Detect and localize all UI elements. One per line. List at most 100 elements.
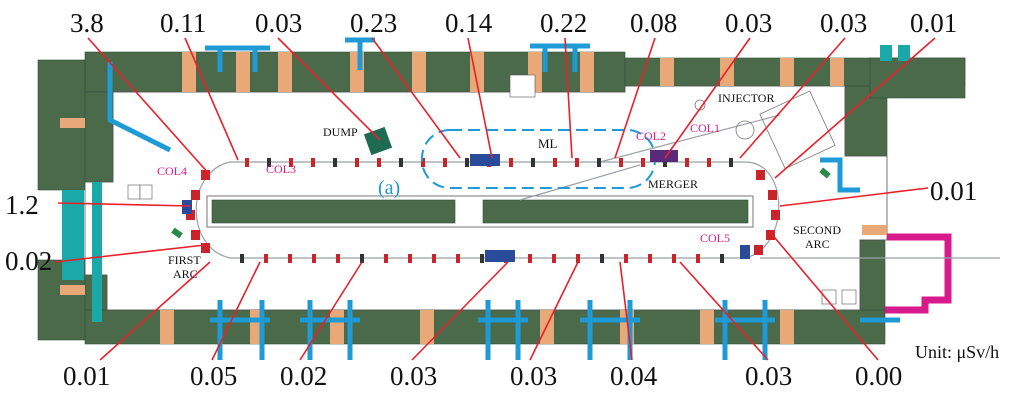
dose-value-bottom: 0.02 bbox=[280, 361, 327, 391]
magnet bbox=[191, 190, 200, 200]
leader-line bbox=[529, 261, 579, 361]
tan-block bbox=[236, 52, 250, 92]
floor-item bbox=[819, 167, 831, 179]
tan-block bbox=[420, 310, 434, 344]
magnet bbox=[355, 158, 359, 167]
dump-line bbox=[519, 164, 641, 201]
leader-line bbox=[467, 37, 493, 159]
magnet bbox=[421, 158, 425, 167]
magnet bbox=[485, 250, 515, 262]
dose-value-bottom: 0.03 bbox=[510, 361, 557, 391]
leader-line bbox=[769, 231, 879, 361]
collimator-label-col3: COL3 bbox=[266, 162, 296, 176]
merger-magnet bbox=[650, 150, 678, 162]
injector-outline bbox=[694, 90, 836, 170]
leader-line bbox=[679, 261, 769, 361]
dose-value-top: 3.8 bbox=[70, 8, 104, 38]
dump-block bbox=[363, 126, 393, 156]
bottom-dose-labels: 0.01 0.05 0.02 0.03 0.03 0.04 0.03 0.00 bbox=[63, 361, 902, 391]
leader-line bbox=[564, 37, 573, 159]
dose-value-left: 1.2 bbox=[5, 190, 39, 220]
magnet bbox=[740, 245, 750, 259]
magnet bbox=[311, 158, 315, 167]
tan-block bbox=[780, 310, 794, 344]
magnet bbox=[597, 158, 601, 167]
leader-line bbox=[57, 202, 191, 207]
hall-outline-path bbox=[84, 85, 888, 311]
cable-tray-bottom-1 bbox=[210, 300, 270, 360]
cyan-equipment bbox=[107, 37, 900, 360]
leader-line bbox=[99, 261, 211, 361]
magnet bbox=[336, 254, 340, 263]
teal-rack-left bbox=[62, 190, 84, 280]
dose-value-top: 0.22 bbox=[540, 8, 587, 38]
tan-block bbox=[780, 58, 794, 86]
magnet bbox=[575, 158, 579, 167]
measurement-leaders bbox=[54, 37, 936, 361]
dose-value-left: 0.02 bbox=[5, 246, 52, 276]
leader-line bbox=[774, 37, 936, 179]
dose-value-top: 0.08 bbox=[630, 8, 677, 38]
magnet bbox=[264, 254, 268, 263]
magnet bbox=[771, 210, 780, 220]
magnet bbox=[443, 158, 447, 167]
cable-tray-left bbox=[107, 62, 172, 153]
collimator-label-col2: COL2 bbox=[636, 129, 666, 143]
magnet bbox=[768, 190, 777, 200]
unit-label: Unit: μSv/h bbox=[915, 342, 999, 362]
magnet bbox=[754, 245, 763, 255]
collimator-label-col5: COL5 bbox=[700, 231, 730, 245]
magnet bbox=[619, 158, 623, 167]
dose-value-bottom: 0.00 bbox=[855, 361, 902, 391]
second-arc-label: ARC bbox=[805, 237, 830, 251]
magnet bbox=[186, 210, 195, 220]
tan-block bbox=[278, 52, 292, 92]
leader-line bbox=[211, 261, 261, 361]
magnet bbox=[312, 254, 316, 263]
magnet bbox=[509, 158, 513, 167]
leader-line bbox=[779, 187, 929, 207]
dose-value-bottom: 0.03 bbox=[745, 361, 792, 391]
dose-value-top: 0.11 bbox=[160, 8, 206, 38]
magnet bbox=[756, 170, 765, 180]
tan-block bbox=[160, 310, 174, 344]
magnet bbox=[201, 170, 210, 180]
magnet bbox=[766, 230, 775, 240]
wall-box bbox=[509, 74, 536, 98]
magnet bbox=[672, 254, 676, 263]
injector-part bbox=[694, 99, 706, 111]
dose-value-top: 0.03 bbox=[820, 8, 867, 38]
cable-tray-top-3 bbox=[530, 43, 590, 72]
magnet bbox=[289, 158, 293, 167]
magnet bbox=[480, 254, 484, 263]
dose-value-top: 0.01 bbox=[910, 8, 957, 38]
wall-box bbox=[821, 289, 837, 305]
magnet bbox=[191, 230, 200, 240]
magnet bbox=[552, 254, 556, 263]
tan-block bbox=[660, 58, 674, 86]
region-a-label: (a) bbox=[378, 177, 400, 199]
tan-block bbox=[700, 310, 714, 344]
magnet bbox=[333, 158, 337, 167]
leader-line bbox=[299, 261, 363, 361]
tan-block bbox=[830, 58, 844, 86]
floor-item bbox=[171, 227, 183, 239]
right-top-step bbox=[869, 57, 966, 99]
magnet bbox=[663, 158, 667, 167]
magnet bbox=[624, 254, 628, 263]
teal-equipment bbox=[62, 45, 910, 322]
leader-line bbox=[87, 37, 211, 176]
magnet bbox=[377, 158, 381, 167]
magnet bbox=[553, 158, 557, 167]
magnet bbox=[432, 254, 436, 263]
leader-line bbox=[614, 37, 656, 159]
leader-line bbox=[664, 37, 751, 159]
first-arc-label: ARC bbox=[173, 267, 198, 281]
wall-box bbox=[841, 289, 857, 305]
tan-block bbox=[580, 52, 594, 92]
dose-value-top: 0.14 bbox=[445, 8, 493, 38]
magnet bbox=[576, 254, 580, 263]
cable-tray-bottom-3 bbox=[478, 300, 528, 360]
dose-value-bottom: 0.05 bbox=[190, 361, 237, 391]
